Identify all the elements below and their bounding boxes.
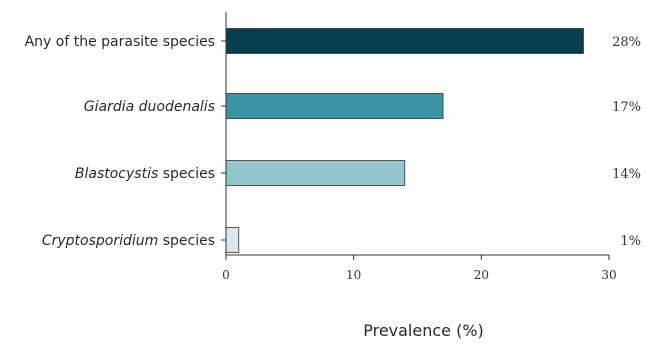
category-labels: Any of the parasite species Giardia duode… [25, 34, 215, 249]
value-label-1: 17% [612, 100, 641, 115]
category-label-0-part-0: Any of the parasite species [25, 34, 215, 50]
bar-1 [225, 93, 444, 119]
category-label-2: Blastocystis species [75, 166, 215, 182]
value-label-2: 14% [612, 167, 641, 182]
x-tick-label-0: 0 [222, 268, 230, 282]
bar-3 [225, 227, 240, 253]
bars-group [221, 28, 584, 253]
category-label-3-part-0: Cryptosporidium [42, 233, 158, 249]
x-tick-label-1: 10 [346, 268, 361, 282]
category-label-3-part-1: species [158, 233, 215, 249]
x-tick-label-2: 20 [474, 268, 489, 282]
category-label-3: Cryptosporidium species [42, 233, 215, 249]
category-label-2-part-0: Blastocystis [75, 166, 158, 182]
x-axis-ticks: 0 10 20 30 [222, 255, 617, 282]
value-labels: 28% 17% 14% 1% [612, 35, 641, 249]
category-label-1: Giardia duodenalis [84, 99, 215, 115]
bar-2 [225, 160, 406, 186]
category-label-0: Any of the parasite species [25, 34, 215, 50]
x-axis-title: Prevalence (%) [363, 321, 484, 340]
x-tick-label-3: 30 [601, 268, 616, 282]
value-label-0: 28% [612, 35, 641, 50]
bar-0 [225, 28, 584, 54]
value-label-3: 1% [620, 234, 641, 249]
category-label-2-part-1: species [158, 166, 215, 182]
axes [225, 12, 609, 256]
category-label-1-part-0: Giardia duodenalis [84, 99, 215, 115]
